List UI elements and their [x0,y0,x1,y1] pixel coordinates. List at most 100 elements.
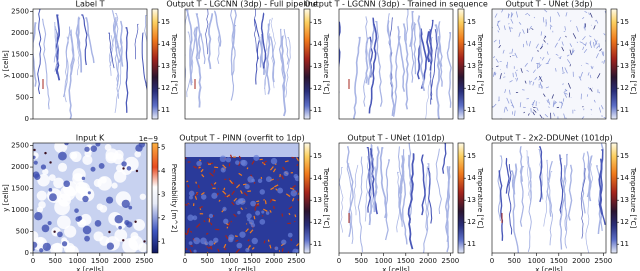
field-streak [296,164,299,167]
field-streak [235,184,241,189]
field-spot [290,190,298,197]
field-blob [38,201,46,209]
field-plume [114,23,119,99]
field-streak [553,112,556,117]
field-spot [244,184,250,190]
colorbar-frame [151,8,159,120]
field-plume [270,17,276,89]
field-plume [366,146,372,213]
field-spot [255,210,261,216]
field-streak [256,200,260,203]
field-streak [247,239,250,242]
field-plume [339,167,344,233]
field-plume [384,159,391,241]
field-streak [201,174,205,178]
field-spot [188,241,193,246]
field-streak [555,68,557,72]
plot-frame [184,8,300,120]
x-tick-label: 500 [49,257,62,265]
field-streak [249,229,254,234]
field-streak [233,213,237,218]
field-blob [108,230,111,234]
field-blob [60,185,76,201]
field-spot [219,155,227,163]
field-streak [229,154,233,159]
field-plume [62,26,71,98]
field-streak [580,71,583,79]
field-plume [508,163,513,235]
field-spot [292,248,299,253]
field-streak [294,214,297,218]
field-plume [254,18,261,85]
field-streak [506,64,508,69]
field-spot [246,213,252,219]
field-streak [540,31,542,36]
field-blob [74,208,79,213]
field-streak [547,98,551,105]
field-streak [583,48,588,54]
field-streak [297,198,299,202]
field-plume [429,19,434,71]
field-spot [247,218,251,222]
field-streak [269,198,273,203]
field-streak [552,100,555,106]
field-plume [113,13,119,49]
field-streak [508,23,510,25]
field-blob [90,166,96,172]
field-streak [603,59,606,64]
field-streak [546,43,549,45]
field-blob [122,167,125,170]
field-streak [539,114,543,119]
field-streak [272,205,275,210]
field-blob [106,242,115,250]
y-tick-label: 1000 [11,72,29,80]
field-plume [269,36,276,83]
field-plume [207,13,214,70]
field-blob [75,216,81,222]
field-streak [494,72,497,76]
field-spot [237,210,241,215]
field-spot [213,237,219,243]
field-plume [69,34,75,76]
field-plume [81,14,88,66]
field-streak [198,166,201,169]
field-plume [435,148,442,215]
field-plume [53,21,57,63]
x-tick-label: 1500 [243,257,261,265]
field-blob [64,143,69,146]
field-streak [263,208,268,212]
field-streak [505,106,508,112]
field-streak [584,11,588,13]
field-streak [189,230,193,233]
y-tick-label: 1500 [11,185,29,193]
colorbar-tick-label: 14 [313,40,322,48]
field-streak [601,51,604,56]
colorbar-tick-label: 12 [467,84,476,92]
field-blob [135,144,143,152]
x-tick-label: 500 [201,257,214,265]
field-streak [205,232,209,235]
field-streak [515,11,519,18]
field-plume [379,147,388,219]
field-plume [445,166,451,243]
field-plume [427,167,433,224]
field-plume [185,11,186,14]
field-plume [144,15,147,86]
field-plume [546,159,554,246]
field-blob [64,225,77,238]
y-tick-label: 2000 [11,163,29,171]
plot-frame [491,8,607,120]
field-streak [209,222,213,226]
field-blob [41,224,50,233]
field-spot [208,213,214,218]
field-plume [581,152,586,214]
field-streak [210,183,214,187]
field-streak [291,185,296,189]
field-streak [544,9,548,13]
field-streak [245,228,249,233]
field-streak [238,172,243,177]
field-streak [589,12,593,18]
field-streak [586,94,589,97]
field-blob [36,190,47,201]
colorbar-tick-label: 11 [161,106,170,114]
